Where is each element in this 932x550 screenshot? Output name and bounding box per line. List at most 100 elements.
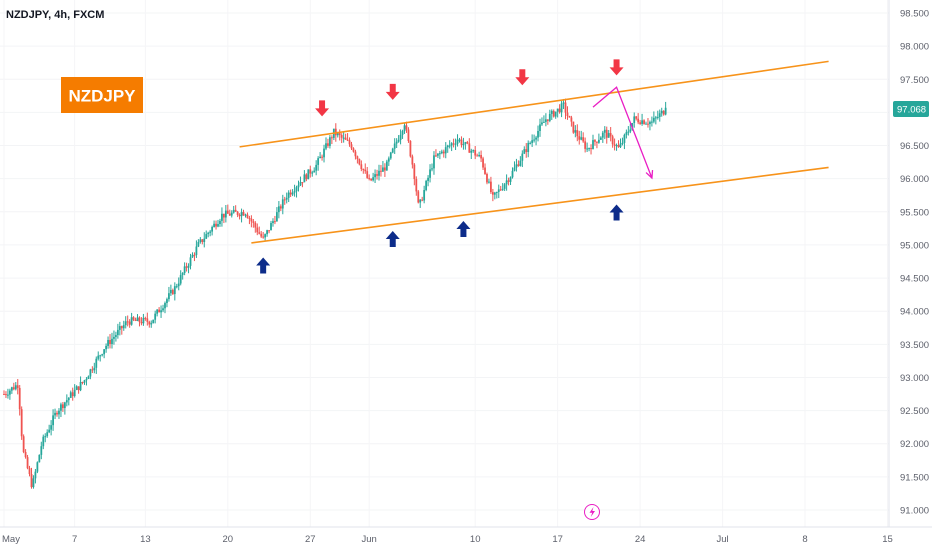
candle-body	[207, 232, 210, 235]
candle-body	[468, 143, 471, 153]
y-tick-label: 91.000	[900, 506, 929, 517]
candle-body	[462, 144, 465, 146]
candle-body	[287, 192, 290, 198]
channel-upper-line[interactable]	[239, 60, 829, 148]
candle-body	[370, 178, 373, 181]
candle-body	[107, 339, 109, 346]
candle-body	[656, 116, 659, 118]
candle-body	[160, 310, 162, 313]
y-tick-label: 94.500	[900, 274, 929, 285]
sell-arrow-icon[interactable]	[315, 100, 330, 117]
candle-body	[79, 382, 82, 391]
candle-body	[319, 156, 321, 159]
candle-body	[136, 317, 139, 321]
candle-body	[621, 142, 624, 144]
candle-body	[73, 389, 76, 397]
time-axis[interactable]: May 7 13 20 27 Jun 10 17 24 Jul 8 15	[2, 534, 893, 545]
candle-body	[266, 230, 268, 235]
price-axis[interactable]: 98.50098.00097.50097.00096.50096.00095.5…	[900, 9, 929, 517]
candle-body	[607, 133, 610, 138]
y-tick-label: 96.000	[900, 174, 929, 185]
candle-body	[505, 180, 508, 185]
candle-body	[268, 230, 270, 232]
candle-body	[91, 369, 94, 371]
candle-body	[81, 382, 84, 384]
candle-body	[495, 192, 498, 194]
candle-body	[597, 139, 600, 143]
candle-body	[376, 174, 378, 176]
candle-body	[193, 254, 196, 256]
candle-body	[521, 153, 524, 161]
candle-body	[358, 158, 361, 165]
candle-body	[211, 226, 214, 232]
lightning-icon[interactable]	[584, 504, 600, 520]
candle-body	[101, 354, 104, 356]
sell-arrow-icon[interactable]	[609, 59, 624, 76]
candle-body	[99, 355, 102, 357]
y-tick-label: 95.500	[900, 207, 929, 218]
candle-body	[643, 120, 645, 124]
candle-body	[89, 369, 92, 377]
candle-body	[289, 192, 292, 195]
candle-body	[486, 173, 488, 183]
candle-body	[24, 452, 27, 458]
candle-body	[425, 180, 428, 191]
candle-body	[283, 199, 286, 201]
projection-path[interactable]	[592, 86, 653, 179]
channel-lower-line[interactable]	[251, 166, 829, 244]
candle-body	[615, 145, 618, 147]
buy-arrow-icon[interactable]	[256, 257, 271, 274]
candle-body	[334, 128, 337, 136]
candle-body	[395, 141, 398, 144]
candle-body	[338, 133, 341, 136]
candle-body	[321, 156, 323, 158]
candle-body	[71, 392, 74, 397]
candle-body	[645, 123, 647, 125]
candle-body	[260, 233, 263, 237]
candle-body	[340, 135, 343, 138]
candle-body	[226, 210, 229, 214]
candle-body	[32, 478, 35, 488]
candle-body	[162, 308, 164, 311]
candle-body	[299, 182, 302, 186]
candle-body	[429, 169, 431, 178]
candle-body	[118, 326, 121, 330]
x-tick-label: 17	[552, 534, 563, 545]
candle-body	[440, 151, 443, 154]
buy-arrow-icon[interactable]	[385, 230, 400, 247]
candle-body	[38, 454, 41, 463]
candle-body	[658, 113, 661, 117]
candle-body	[362, 169, 365, 171]
candle-body	[360, 164, 363, 170]
candle-body	[623, 134, 626, 143]
candle-body	[535, 137, 537, 140]
candle-body	[570, 117, 573, 122]
candle-body	[364, 169, 367, 172]
candle-body	[617, 145, 620, 148]
y-tick-label: 95.000	[900, 240, 929, 251]
candle-body	[262, 236, 265, 238]
candle-body	[279, 206, 282, 209]
candle-body	[67, 397, 70, 401]
candle-body	[77, 386, 80, 391]
candle-body	[52, 415, 54, 426]
sell-arrow-icon[interactable]	[385, 83, 400, 100]
candle-body	[336, 133, 339, 136]
candle-body	[421, 199, 424, 201]
candle-body	[168, 293, 170, 300]
candle-body	[399, 134, 402, 140]
candle-body	[22, 436, 25, 453]
buy-arrow-icon[interactable]	[609, 204, 624, 221]
candle-body	[311, 172, 314, 174]
candle-body	[452, 143, 455, 145]
candle-body	[550, 110, 553, 114]
candle-body	[34, 471, 37, 479]
candle-body	[501, 188, 504, 190]
x-tick-label: 8	[802, 534, 807, 545]
candle-body	[458, 139, 461, 141]
candle-body	[629, 129, 632, 132]
candle-body	[541, 122, 543, 125]
candle-body	[115, 335, 117, 337]
sell-arrow-icon[interactable]	[515, 69, 530, 86]
buy-arrow-icon[interactable]	[456, 221, 471, 238]
